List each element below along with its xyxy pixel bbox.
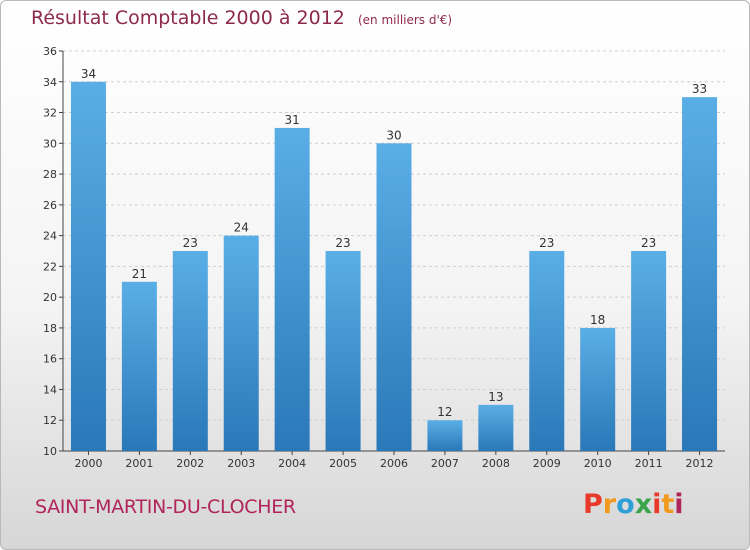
data-label: 21 bbox=[132, 267, 147, 281]
bar-2006 bbox=[376, 143, 412, 452]
logo-letter: P bbox=[583, 489, 603, 520]
data-label: 34 bbox=[81, 67, 96, 81]
bar-2011 bbox=[631, 251, 667, 451]
data-label: 12 bbox=[437, 405, 452, 419]
city-name: SAINT-MARTIN-DU-CLOCHER bbox=[35, 496, 296, 518]
y-tick-label: 28 bbox=[43, 168, 57, 181]
y-tick-label: 36 bbox=[43, 45, 57, 58]
bars bbox=[70, 81, 718, 452]
bar-2002 bbox=[172, 251, 208, 451]
x-tick-label: 2000 bbox=[74, 457, 102, 470]
y-tick-label: 20 bbox=[43, 291, 57, 304]
unit-text: (en milliers d'€) bbox=[357, 13, 453, 27]
data-label: 23 bbox=[641, 236, 656, 250]
y-tick-label: 30 bbox=[43, 137, 57, 150]
bar-2009 bbox=[529, 251, 565, 451]
data-label: 13 bbox=[488, 390, 503, 404]
y-tick-label: 16 bbox=[43, 353, 57, 366]
data-label: 31 bbox=[285, 113, 300, 127]
title-text: Résultat Comptable 2000 à 2012 bbox=[31, 7, 345, 29]
y-tick-label: 12 bbox=[43, 414, 57, 427]
data-label: 30 bbox=[386, 128, 401, 142]
bar-2005 bbox=[325, 251, 361, 451]
logo-letter: x bbox=[634, 489, 653, 520]
data-label: 23 bbox=[335, 236, 350, 250]
x-tick-label: 2004 bbox=[278, 457, 306, 470]
y-tick-label: 26 bbox=[43, 199, 57, 212]
x-tick-label: 2003 bbox=[227, 457, 255, 470]
bar-2004 bbox=[274, 127, 310, 451]
bar-2012 bbox=[682, 97, 718, 452]
data-label: 23 bbox=[183, 236, 198, 250]
data-label: 23 bbox=[539, 236, 554, 250]
x-tick-label: 2006 bbox=[380, 457, 408, 470]
logo-letter: i bbox=[652, 489, 662, 520]
y-tick-label: 18 bbox=[43, 322, 57, 335]
data-label: 33 bbox=[692, 82, 707, 96]
logo-letter: r bbox=[602, 489, 617, 520]
x-tick-label: 2005 bbox=[329, 457, 357, 470]
proxiti-logo: Proxiti bbox=[583, 489, 684, 520]
bar-2003 bbox=[223, 235, 259, 451]
x-tick-label: 2009 bbox=[533, 457, 561, 470]
bar-2008 bbox=[478, 404, 514, 451]
logo-letter: i bbox=[674, 489, 684, 520]
x-tick-label: 2012 bbox=[686, 457, 714, 470]
x-tick-label: 2010 bbox=[584, 457, 612, 470]
x-tick-label: 2011 bbox=[635, 457, 663, 470]
x-tick-label: 2002 bbox=[176, 457, 204, 470]
bar-2001 bbox=[121, 281, 157, 451]
y-tick-label: 14 bbox=[43, 383, 57, 396]
y-tick-label: 22 bbox=[43, 260, 57, 273]
x-tick-label: 2008 bbox=[482, 457, 510, 470]
chart-title: Résultat Comptable 2000 à 2012 (en milli… bbox=[31, 7, 452, 29]
data-label: 18 bbox=[590, 313, 605, 327]
logo-letter: t bbox=[661, 489, 675, 520]
x-tick-label: 2007 bbox=[431, 457, 459, 470]
bar-2000 bbox=[70, 81, 106, 452]
y-tick-label: 24 bbox=[43, 230, 57, 243]
x-tick-label: 2001 bbox=[125, 457, 153, 470]
labels: 10 12 14 16 18 20 22 24 26 28 30 32 34 36 34 2000 21 2001… bbox=[43, 45, 714, 470]
bar-2007 bbox=[427, 420, 463, 451]
bar-2010 bbox=[580, 327, 616, 451]
y-tick-label: 32 bbox=[43, 107, 57, 120]
data-label: 24 bbox=[234, 221, 249, 235]
logo-letter: o bbox=[616, 489, 635, 520]
y-tick-label: 34 bbox=[43, 76, 57, 89]
y-tick-label: 10 bbox=[43, 445, 57, 458]
